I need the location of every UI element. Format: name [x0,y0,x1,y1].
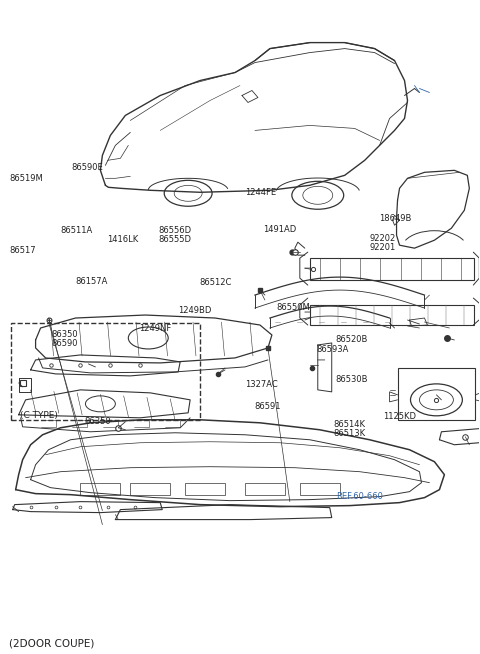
Text: 86590: 86590 [51,339,77,348]
Text: 86514K: 86514K [333,421,365,430]
Text: 92202: 92202 [369,233,396,243]
Text: 1249NF: 1249NF [140,324,172,333]
Bar [81,483,120,494]
Text: 86520B: 86520B [336,335,368,344]
Bar [130,483,170,494]
Text: 86550M: 86550M [276,303,310,312]
Text: 86591: 86591 [254,402,281,411]
Text: 1125KD: 1125KD [384,412,417,421]
Text: 1491AD: 1491AD [263,224,296,233]
Text: 92201: 92201 [369,243,396,252]
Bar [245,483,285,494]
Bar [300,483,340,494]
Text: 86590E: 86590E [72,164,103,172]
Text: 86157A: 86157A [75,277,107,286]
Bar [310,305,474,325]
Text: 1416LK: 1416LK [107,235,138,244]
Bar [397,368,475,420]
Text: (2DOOR COUPE): (2DOOR COUPE) [9,639,95,649]
Text: 86556D: 86556D [158,226,192,235]
Text: 86511A: 86511A [60,226,93,235]
Text: 1244FE: 1244FE [245,188,276,197]
Text: 86512C: 86512C [199,278,232,287]
Text: 1249BD: 1249BD [178,306,211,315]
Text: 86555D: 86555D [158,235,192,244]
Bar [185,483,225,494]
Text: 86530B: 86530B [336,375,368,384]
Text: 86350: 86350 [51,330,78,339]
Text: 86593A: 86593A [317,345,349,354]
Text: 86519M: 86519M [9,174,43,182]
Text: 86517: 86517 [9,246,36,255]
Text: 1327AC: 1327AC [245,380,277,389]
Text: (C TYPE): (C TYPE) [20,411,58,421]
Text: 86513K: 86513K [333,429,365,438]
Text: 86350: 86350 [84,417,111,426]
Text: 18649B: 18649B [379,213,411,222]
Bar [310,258,474,280]
Text: REF.60-660: REF.60-660 [336,492,383,501]
